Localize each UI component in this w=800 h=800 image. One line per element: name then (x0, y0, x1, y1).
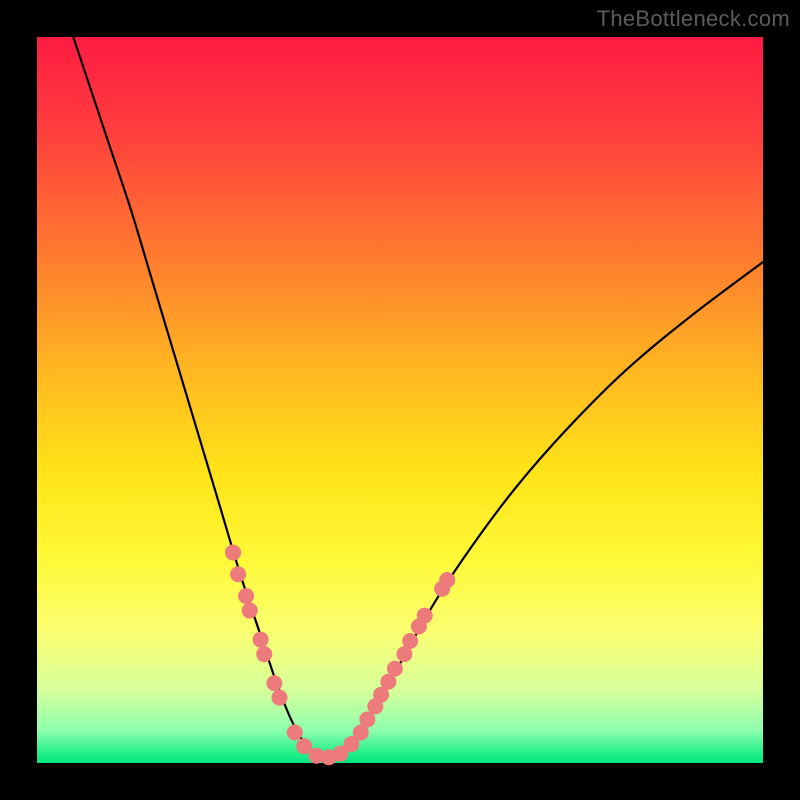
chart-stage: TheBottleneck.com (0, 0, 800, 800)
curve-marker (417, 608, 433, 624)
curve-marker (238, 588, 254, 604)
curve-marker (266, 675, 282, 691)
curve-marker (402, 633, 418, 649)
watermark-text: TheBottleneck.com (597, 6, 790, 32)
bottleneck-chart (0, 0, 800, 800)
curve-marker (439, 572, 455, 588)
curve-marker (253, 632, 269, 648)
curve-marker (230, 566, 246, 582)
curve-marker (287, 725, 303, 741)
curve-marker (242, 603, 258, 619)
curve-marker (256, 646, 272, 662)
curve-marker (387, 661, 403, 677)
curve-marker (271, 690, 287, 706)
curve-marker (225, 544, 241, 560)
